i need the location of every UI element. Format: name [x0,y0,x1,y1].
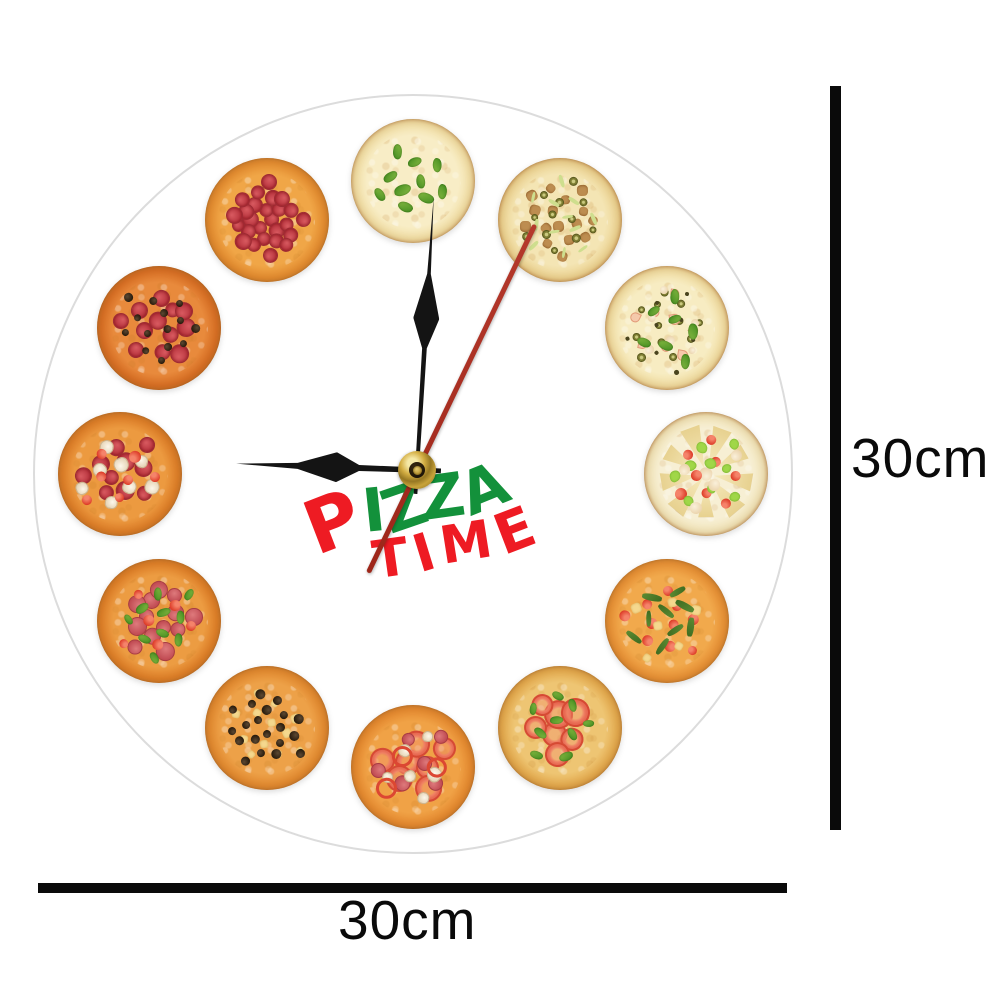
dimension-height-bar [830,86,841,830]
pizza-pepperoni-mushroom-tomato [58,412,182,536]
pizza-cheese-wedge-cherry-tomato [644,412,768,536]
dimension-height-label: 30cm [851,427,990,489]
pizza-arugula-cherry-tomato [604,558,729,683]
clock-center-cap [398,451,436,489]
pizza-tomato-pepper-mushroom-salami [351,705,475,829]
pizza-margherita-tomato-basil [497,665,622,790]
pizza-black-olive-onion [204,665,329,790]
pizza-pepperoni-black-olive [97,265,222,390]
pizza-salami-basil [97,558,222,683]
pizza-olive-shrimp-basil [604,265,729,390]
dimension-width-label: 30cm [338,889,477,951]
pizza-four-cheese-basil [351,119,475,243]
dimension-width-bar [38,883,787,893]
pizza-pepperoni-classic [204,158,329,283]
